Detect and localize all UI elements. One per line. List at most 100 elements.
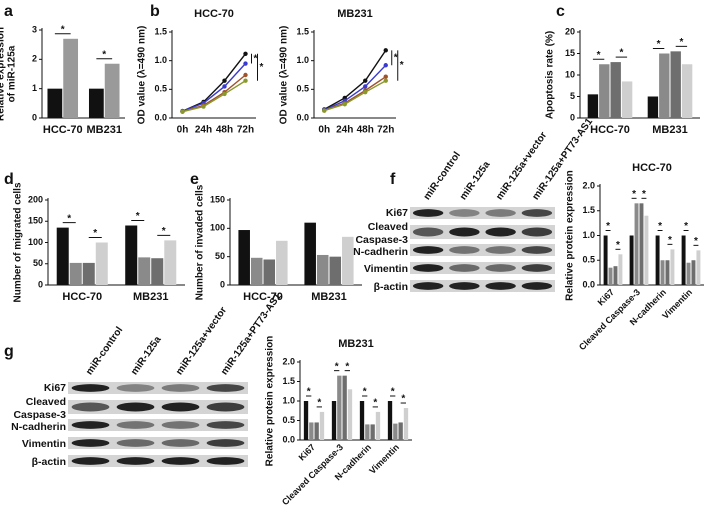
blot-band xyxy=(161,439,200,447)
bar xyxy=(608,267,613,285)
y-axis-label: of miR-125a xyxy=(7,45,18,102)
point xyxy=(243,51,248,56)
blot-band xyxy=(116,384,155,392)
bar xyxy=(151,258,164,285)
blot-band xyxy=(161,421,200,429)
y-tick-label: 0.0 xyxy=(282,434,295,444)
bar xyxy=(329,256,342,285)
bar xyxy=(665,260,670,285)
blot-band xyxy=(116,402,155,412)
blot-band xyxy=(485,282,516,290)
bar xyxy=(387,401,393,440)
y-tick-label: 1.5 xyxy=(582,205,595,215)
y-axis-label: OD value (λ=490 nm) xyxy=(279,26,290,125)
y-tick-label: 2.0 xyxy=(282,356,295,366)
blot-band xyxy=(71,457,110,465)
bar xyxy=(621,81,633,118)
bar xyxy=(56,227,69,285)
x-tick-label: MB231 xyxy=(87,124,122,136)
bar xyxy=(303,401,309,440)
significance: * xyxy=(616,240,620,251)
blot-strip xyxy=(410,280,555,292)
point xyxy=(222,84,227,89)
y-tick-label: 1.0 xyxy=(154,55,167,65)
blot-band xyxy=(521,264,553,272)
y-tick-label: 0.0 xyxy=(296,112,309,122)
bar xyxy=(634,203,639,285)
y-tick-label: 0.5 xyxy=(154,84,167,94)
blot-band xyxy=(485,246,516,254)
bar xyxy=(618,254,623,285)
blot-band xyxy=(116,421,155,429)
blot-band xyxy=(449,209,480,217)
x-tick-label: Ki67 xyxy=(596,287,617,308)
point xyxy=(363,78,368,83)
x-tick-label: 48h xyxy=(216,125,233,136)
y-tick-label: 0.5 xyxy=(582,255,595,265)
significance: * xyxy=(642,189,646,200)
y-axis-label: Relative protein expression xyxy=(565,170,576,301)
bar xyxy=(398,422,403,440)
bar xyxy=(655,235,660,285)
y-tick-label: 150 xyxy=(28,216,43,226)
bar xyxy=(342,236,354,285)
bar xyxy=(613,266,618,285)
bar xyxy=(138,257,151,285)
blot-band xyxy=(449,264,480,272)
x-tick-label: MB231 xyxy=(133,291,168,303)
bar xyxy=(250,257,263,285)
y-axis-label: Apoptosis rate (%) xyxy=(545,31,556,119)
blot-band xyxy=(521,209,553,217)
line xyxy=(323,64,387,111)
significance: * xyxy=(401,394,405,405)
point xyxy=(243,61,248,66)
y-tick-label: 0.5 xyxy=(296,84,309,94)
bar xyxy=(276,240,288,285)
chart-title: HCC-70 xyxy=(632,162,672,174)
bar xyxy=(659,53,670,118)
significance: * xyxy=(668,235,672,246)
bar xyxy=(375,411,381,440)
blot-strip xyxy=(68,437,248,449)
bar xyxy=(681,235,686,285)
y-tick-label: 1.0 xyxy=(582,230,595,240)
significance: * xyxy=(373,398,377,409)
point xyxy=(222,91,227,97)
blot-band xyxy=(412,264,444,272)
y-tick-label: 0 xyxy=(32,112,37,122)
point xyxy=(383,63,388,68)
bar xyxy=(69,262,82,285)
bar xyxy=(587,94,599,118)
significance: * xyxy=(694,236,698,247)
y-axis-label: Number of invaded cells xyxy=(195,184,206,300)
point xyxy=(201,104,206,109)
blot-band xyxy=(161,402,200,412)
significance: * xyxy=(136,211,140,222)
y-tick-label: 50 xyxy=(215,251,225,261)
bar xyxy=(686,262,691,285)
blot-band xyxy=(206,384,245,392)
blot-column-label: miR-125a+vector xyxy=(174,305,229,377)
bar xyxy=(691,260,696,285)
blot-strip xyxy=(410,262,555,274)
x-tick-label: 72h xyxy=(377,125,394,136)
y-tick-label: 15 xyxy=(565,48,575,58)
significance: * xyxy=(679,37,683,48)
panel-letter: d xyxy=(4,171,14,188)
x-tick-label: MB231 xyxy=(652,124,687,136)
y-tick-label: 100 xyxy=(210,223,225,233)
bar xyxy=(670,249,675,285)
blot-band xyxy=(412,282,444,290)
blot-row-label: Cleaved xyxy=(26,396,66,408)
x-tick-label: 0h xyxy=(177,125,189,136)
blot-strip xyxy=(68,400,248,414)
y-axis-label: Relative protein expression xyxy=(265,336,276,467)
point xyxy=(322,108,327,113)
blot-band xyxy=(116,457,155,465)
y-tick-label: 0.0 xyxy=(582,279,595,289)
x-tick-label: 24h xyxy=(195,125,212,136)
panel-letter: b xyxy=(150,3,160,20)
blot-column-label: miR-control xyxy=(422,150,463,202)
y-tick-label: 50 xyxy=(33,258,43,268)
x-tick-label: 0h xyxy=(318,125,330,136)
